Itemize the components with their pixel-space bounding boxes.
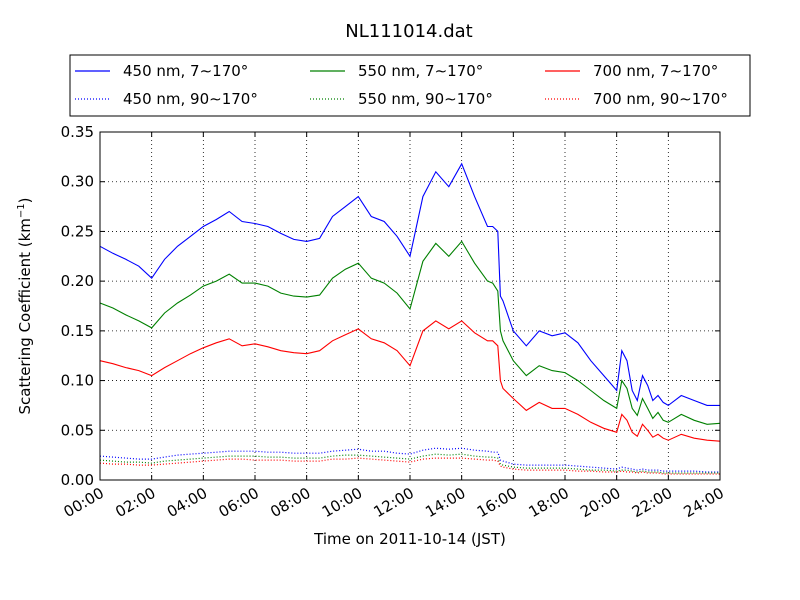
x-tick-label: 14:00 [422, 484, 468, 521]
series-line-2 [99, 240, 721, 425]
legend: 450 nm, 7∼170° 550 nm, 7∼170° 700 nm, 7∼17… [69, 54, 751, 117]
series-line-5 [99, 453, 720, 474]
legend-label: 700 nm, 90∼170° [593, 90, 728, 108]
plot-area [99, 131, 721, 481]
y-tick-label: 0.35 [61, 123, 94, 141]
legend-items: 450 nm, 7∼170° 550 nm, 7∼170° 700 nm, 7∼17… [75, 62, 728, 108]
x-tick-label: 00:00 [61, 484, 107, 521]
x-tick-label: 06:00 [216, 484, 262, 521]
y-tick-label: 0.15 [61, 322, 94, 340]
y-tick-label: 0.05 [61, 421, 94, 439]
x-tick-label: 08:00 [267, 484, 313, 521]
x-tick-label: 24:00 [681, 484, 727, 521]
x-tick-label: 20:00 [577, 484, 623, 521]
x-tick-labels: 00:00 02:00 04:00 06:00 08:00 10:00 12:00 14:00… [61, 484, 727, 521]
legend-label: 450 nm, 90∼170° [123, 90, 258, 108]
y-tick-label: 0.25 [61, 222, 94, 240]
grid [100, 132, 720, 480]
series-line-4 [99, 447, 720, 473]
legend-label: 450 nm, 7∼170° [123, 62, 248, 80]
series-lines [99, 162, 721, 475]
x-tick-label: 12:00 [371, 484, 417, 521]
x-tick-label: 04:00 [164, 484, 210, 521]
legend-label: 700 nm, 7∼170° [593, 62, 718, 80]
x-tick-label: 16:00 [474, 484, 520, 521]
x-tick-label: 22:00 [629, 484, 675, 521]
y-tick-label: 0.30 [61, 173, 94, 191]
y-axis-label: Scattering Coefficient (km−1) [16, 197, 34, 414]
y-axis-label-main: Scattering Coefficient (km [16, 218, 34, 414]
y-axis-label-end: ) [16, 197, 34, 203]
x-axis-label: Time on 2011-10-14 (JST) [313, 530, 506, 548]
y-tick-label: 0.20 [61, 272, 94, 290]
series-line-6 [99, 457, 720, 475]
chart-title: NL111014.dat [345, 21, 472, 42]
series-line-3 [99, 320, 721, 442]
x-tick-label: 10:00 [319, 484, 365, 521]
legend-label: 550 nm, 7∼170° [358, 62, 483, 80]
plot-background [100, 132, 720, 480]
x-tick-label: 02:00 [112, 484, 158, 521]
x-tick-label: 18:00 [526, 484, 572, 521]
series-line-1 [99, 162, 720, 407]
y-tick-label: 0.10 [61, 372, 94, 390]
y-tick-label: 0.00 [61, 471, 94, 489]
ticks [99, 131, 721, 481]
legend-label: 550 nm, 90∼170° [358, 90, 493, 108]
y-tick-labels: 0.00 0.05 0.10 0.15 0.20 0.25 0.30 0.35 [61, 123, 94, 489]
y-axis-label-superscript: −1 [16, 203, 27, 218]
legend-frame [69, 54, 751, 117]
